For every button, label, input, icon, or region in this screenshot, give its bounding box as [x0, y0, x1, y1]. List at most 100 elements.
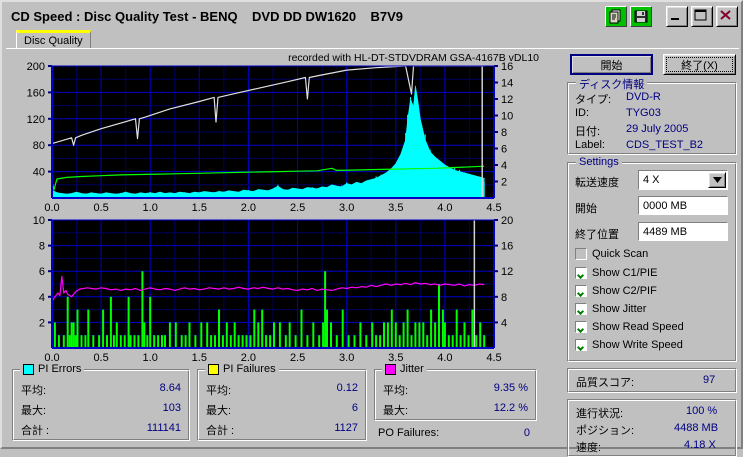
checkbox-show-c1-pie[interactable]: Show C1/PIE — [575, 267, 657, 279]
svg-text:4: 4 — [501, 317, 507, 329]
checkbox-quick-scan[interactable]: Quick Scan — [575, 248, 648, 260]
svg-text:0.5: 0.5 — [93, 202, 108, 214]
svg-text:3.5: 3.5 — [388, 202, 403, 214]
svg-text:4.0: 4.0 — [437, 352, 452, 364]
show-jitter-checkbox-box[interactable] — [575, 303, 587, 315]
disc-type-value: DVD-R — [626, 91, 661, 103]
svg-text:2.0: 2.0 — [241, 352, 256, 364]
pi-failures-average-row: 平均: 0.12 — [206, 382, 358, 398]
pi-errors-average-row: 平均: 8.64 — [21, 382, 181, 398]
minimize-icon[interactable] — [666, 6, 688, 27]
svg-text:1.5: 1.5 — [192, 202, 207, 214]
svg-text:8: 8 — [501, 292, 507, 304]
window-title: CD Speed : Disc Quality Test - BENQ DVD … — [11, 8, 404, 24]
tab-label: Disc Quality — [24, 35, 83, 47]
quick-scan-label: Quick Scan — [592, 248, 649, 260]
pi-failures-max-label: 最大: — [206, 405, 232, 417]
disc-label-label: Label: — [575, 139, 605, 151]
disc-type-label: タイプ: — [575, 94, 612, 106]
jitter-max-row: 最大: 12.2 % — [383, 402, 528, 418]
title-bar-buttons — [605, 6, 738, 27]
start-position-value: 0000 MB — [643, 199, 688, 212]
svg-text:6: 6 — [501, 144, 507, 156]
pi-failures-total-value: 1127 — [334, 422, 358, 434]
pi-errors-average-label: 平均: — [21, 385, 47, 397]
svg-text:4: 4 — [39, 292, 45, 304]
pi-errors-max-label: 最大: — [21, 405, 47, 417]
pi-failures-average-label: 平均: — [206, 385, 232, 397]
checkbox-show-write-speed[interactable]: Show Write Speed — [575, 339, 683, 351]
save-icon[interactable] — [630, 6, 652, 27]
tab-separator — [6, 48, 739, 51]
svg-text:4.5: 4.5 — [486, 352, 501, 364]
svg-text:2.5: 2.5 — [290, 202, 305, 214]
po-failures-value: 0 — [523, 427, 530, 439]
pi-failures-total-row: 合計 : 1127 — [206, 422, 358, 438]
transfer-speed-select[interactable]: 4 X — [638, 170, 728, 190]
svg-text:3.5: 3.5 — [388, 352, 403, 364]
svg-text:0.0: 0.0 — [44, 202, 59, 214]
maximize-icon[interactable] — [691, 6, 713, 27]
jitter-max-value: 12.2 % — [493, 402, 528, 414]
svg-text:1.0: 1.0 — [143, 352, 158, 364]
pi-failures-average-value: 0.12 — [336, 382, 358, 394]
svg-text:10: 10 — [33, 215, 45, 227]
svg-text:0.5: 0.5 — [93, 352, 108, 364]
show-read-speed-checkbox-box[interactable] — [575, 321, 587, 333]
jitter-panel: Jitter 平均: 9.35 % 最大: 12.2 % — [374, 363, 537, 421]
svg-text:12: 12 — [501, 266, 513, 278]
copy-icon[interactable] — [605, 6, 627, 27]
svg-text:4: 4 — [501, 160, 507, 172]
progress-label: 進行状況: — [576, 408, 624, 420]
jitter-average-row: 平均: 9.35 % — [383, 382, 528, 398]
pi-errors-max-row: 最大: 103 — [21, 402, 181, 418]
speed-value: 4.18 X — [684, 439, 716, 451]
svg-text:2: 2 — [39, 317, 45, 329]
show-jitter-label: Show Jitter — [592, 303, 647, 315]
svg-text:80: 80 — [33, 140, 45, 152]
charts-area: recorded with HL-DT-STDVDRAM GSA-4167B v… — [11, 52, 539, 370]
exit-button[interactable]: 終了(X) — [663, 54, 736, 75]
start-position-input[interactable]: 0000 MB — [638, 196, 728, 215]
pi-errors-panel: PI Errors 平均: 8.64 最大: 103 合計 : 111141 — [12, 363, 190, 441]
show-write-speed-checkbox-box[interactable] — [575, 339, 587, 351]
svg-text:4.5: 4.5 — [486, 202, 501, 214]
svg-text:2.0: 2.0 — [241, 202, 256, 214]
svg-text:2: 2 — [501, 177, 507, 189]
end-position-value: 4489 MB — [643, 225, 688, 238]
title-bar: CD Speed : Disc Quality Test - BENQ DVD … — [4, 4, 741, 28]
jitter-max-label: 最大: — [383, 405, 409, 417]
quick-scan-checkbox-box[interactable] — [575, 248, 587, 260]
start-button[interactable]: 開始 — [570, 54, 653, 75]
checkbox-show-c2-pif[interactable]: Show C2/PIF — [575, 285, 657, 297]
jitter-average-value: 9.35 % — [493, 382, 528, 394]
pi-errors-total-row: 合計 : 111141 — [21, 422, 181, 438]
tab-disc-quality[interactable]: Disc Quality — [16, 30, 91, 49]
close-icon[interactable] — [716, 6, 738, 27]
pi-failures-max-row: 最大: 6 — [206, 402, 358, 418]
po-failures-row: PO Failures: 0 — [378, 427, 530, 439]
show-c2-pif-label: Show C2/PIF — [592, 285, 657, 297]
svg-text:3.0: 3.0 — [339, 352, 354, 364]
start-position-label: 開始 — [575, 203, 597, 215]
show-c2-pif-checkbox-box[interactable] — [575, 285, 587, 297]
show-c1-pie-checkbox-box[interactable] — [575, 267, 587, 279]
checkbox-show-jitter[interactable]: Show Jitter — [575, 303, 646, 315]
quality-charts: 200 160 120 80 40 16 14 12 10 8 6 4 2 0.0 0.5 1.0 1.5 2.0… — [27, 61, 514, 364]
disc-id-label: ID: — [575, 107, 590, 119]
svg-text:1.0: 1.0 — [143, 202, 158, 214]
disc-id-value: TYG03 — [626, 107, 661, 119]
end-position-input[interactable]: 4489 MB — [638, 222, 728, 241]
svg-text:14: 14 — [501, 78, 513, 90]
disc-info-title: ディスク情報 — [576, 76, 648, 92]
chevron-down-icon[interactable] — [708, 172, 726, 188]
show-c1-pie-label: Show C1/PIE — [592, 267, 658, 279]
svg-text:4.0: 4.0 — [437, 202, 452, 214]
svg-text:16: 16 — [501, 61, 513, 73]
svg-text:12: 12 — [501, 94, 513, 106]
svg-text:20: 20 — [501, 215, 513, 227]
quality-score-label: 品質スコア: — [576, 377, 635, 389]
pi-failures-total-label: 合計 : — [206, 425, 235, 437]
checkbox-show-read-speed[interactable]: Show Read Speed — [575, 321, 684, 333]
